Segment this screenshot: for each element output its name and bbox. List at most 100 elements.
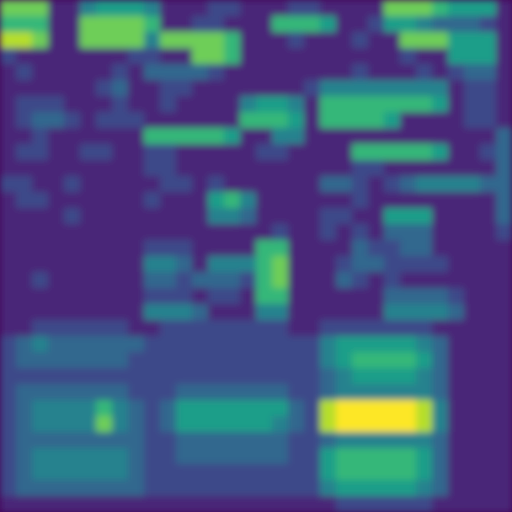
heat-cell <box>80 128 97 145</box>
heat-cell <box>304 192 321 209</box>
heat-cell <box>192 64 209 81</box>
heat-cell <box>48 256 65 273</box>
heat-cell <box>240 272 257 289</box>
heat-cell <box>64 32 81 49</box>
heat-cell <box>0 224 17 241</box>
heat-cell <box>48 32 65 49</box>
heat-cell <box>464 320 481 337</box>
heat-cell <box>368 416 385 433</box>
heat-cell <box>336 128 353 145</box>
heat-cell <box>368 496 385 512</box>
heat-cell <box>160 96 177 113</box>
heat-cell <box>288 16 305 33</box>
heat-cell <box>48 224 65 241</box>
heat-cell <box>480 240 497 257</box>
heat-cell <box>464 48 481 65</box>
heat-cell <box>240 80 257 97</box>
heat-cell <box>64 240 81 257</box>
heat-cell <box>416 288 433 305</box>
heat-cell <box>368 432 385 449</box>
heat-cell <box>112 0 129 17</box>
heat-cell <box>464 480 481 497</box>
heat-cell <box>176 64 193 81</box>
heat-cell <box>368 384 385 401</box>
heat-cell <box>128 160 145 177</box>
heat-cell <box>144 288 161 305</box>
heat-cell <box>368 112 385 129</box>
heat-cell <box>144 256 161 273</box>
heat-cell <box>96 32 113 49</box>
heat-cell <box>176 96 193 113</box>
heat-cell <box>448 464 465 481</box>
heat-cell <box>464 144 481 161</box>
heat-cell <box>336 272 353 289</box>
heat-cell <box>464 432 481 449</box>
heat-cell <box>304 320 321 337</box>
heat-cell <box>16 464 33 481</box>
heat-cell <box>32 192 49 209</box>
heat-cell <box>112 496 129 512</box>
heat-cell <box>320 112 337 129</box>
heat-cell <box>160 192 177 209</box>
heat-cell <box>144 416 161 433</box>
heat-cell <box>208 64 225 81</box>
heat-cell <box>368 256 385 273</box>
heat-cell <box>112 208 129 225</box>
heat-cell <box>128 320 145 337</box>
heat-cell <box>464 176 481 193</box>
heat-cell <box>432 16 449 33</box>
heat-cell <box>160 32 177 49</box>
heat-cell <box>224 384 241 401</box>
heat-cell <box>448 448 465 465</box>
heat-cell <box>112 288 129 305</box>
heat-cell <box>192 256 209 273</box>
heat-cell <box>160 336 177 353</box>
heat-cell <box>368 192 385 209</box>
heat-cell <box>288 288 305 305</box>
heat-cell <box>64 384 81 401</box>
heat-cell <box>208 416 225 433</box>
heat-cell <box>384 288 401 305</box>
heat-cell <box>192 224 209 241</box>
heat-cell <box>176 256 193 273</box>
heat-cell <box>448 128 465 145</box>
heat-cell <box>144 48 161 65</box>
heat-cell <box>192 496 209 512</box>
heat-cell <box>496 80 512 97</box>
heat-cell <box>496 112 512 129</box>
heat-cell <box>128 304 145 321</box>
heat-cell <box>432 464 449 481</box>
heat-cell <box>176 0 193 17</box>
heat-cell <box>400 320 417 337</box>
heat-cell <box>352 144 369 161</box>
heat-cell <box>224 256 241 273</box>
heat-cell <box>16 208 33 225</box>
heat-cell <box>480 464 497 481</box>
heat-cell <box>304 224 321 241</box>
heat-cell <box>176 288 193 305</box>
heat-cell <box>32 416 49 433</box>
heat-cell <box>80 144 97 161</box>
heat-cell <box>48 336 65 353</box>
heat-cell <box>96 416 113 433</box>
heat-cell <box>16 32 33 49</box>
heat-cell <box>368 240 385 257</box>
heat-cell <box>256 192 273 209</box>
heat-cell <box>224 368 241 385</box>
heat-cell <box>112 32 129 49</box>
heat-cell <box>224 352 241 369</box>
heat-cell <box>80 384 97 401</box>
heat-cell <box>128 400 145 417</box>
heat-cell <box>272 224 289 241</box>
heat-cell <box>304 208 321 225</box>
heat-cell <box>192 128 209 145</box>
heat-cell <box>0 480 17 497</box>
heat-cell <box>352 16 369 33</box>
heat-cell <box>336 96 353 113</box>
heat-cell <box>176 144 193 161</box>
heat-cell <box>208 16 225 33</box>
heat-cell <box>48 432 65 449</box>
heat-cell <box>480 32 497 49</box>
heat-cell <box>384 256 401 273</box>
heat-cell <box>96 176 113 193</box>
